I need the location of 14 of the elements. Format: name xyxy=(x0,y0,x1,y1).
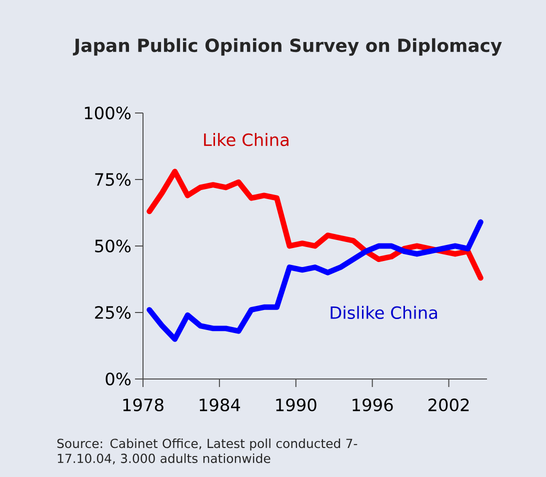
x-tick-label: 1984 xyxy=(200,398,240,412)
y-tick-label: 50% xyxy=(95,240,131,252)
x-tick-label: 1990 xyxy=(276,398,316,412)
y-tick-label: 75% xyxy=(95,173,131,186)
y-tick-label: 25% xyxy=(95,306,131,319)
x-tick-label: 1996 xyxy=(352,398,393,412)
text: Like China xyxy=(204,133,288,146)
x-tick-label: 1978 xyxy=(123,398,164,412)
source-note: Source: Cabinet Office, Latest poll conducted 7-17.10.04, 3.000 adults nationwide xyxy=(57,438,358,464)
series-label: Dislike China xyxy=(330,306,437,320)
y-tick-label: 100% xyxy=(84,106,131,120)
chart-title: Japan Public Opinion Survey on Diplomacy xyxy=(72,38,502,56)
x-tick-label: 2002 xyxy=(428,398,469,412)
y-tick-label: 0% xyxy=(106,372,131,386)
